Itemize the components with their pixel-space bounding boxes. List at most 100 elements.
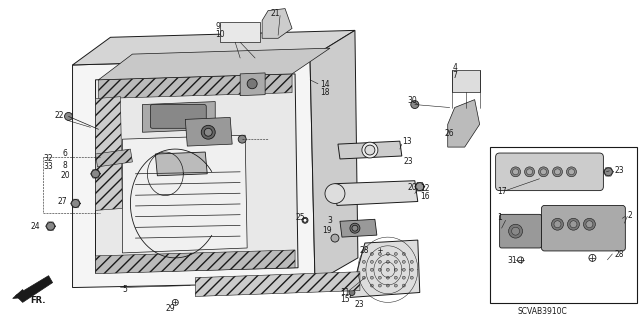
Circle shape	[410, 276, 413, 279]
Polygon shape	[99, 48, 330, 80]
Circle shape	[538, 167, 548, 177]
Circle shape	[403, 284, 405, 287]
Polygon shape	[240, 73, 265, 96]
Polygon shape	[72, 58, 315, 287]
Circle shape	[65, 113, 72, 120]
Polygon shape	[335, 181, 418, 205]
Text: 2: 2	[627, 211, 632, 220]
Polygon shape	[142, 101, 215, 132]
Circle shape	[371, 252, 373, 256]
Polygon shape	[310, 30, 358, 283]
Circle shape	[331, 234, 339, 242]
Polygon shape	[448, 100, 479, 147]
Circle shape	[378, 252, 381, 256]
Circle shape	[387, 276, 389, 279]
Text: FR.: FR.	[31, 296, 46, 306]
Circle shape	[371, 284, 373, 287]
Circle shape	[362, 268, 365, 271]
Circle shape	[362, 260, 365, 263]
Text: 19: 19	[322, 226, 332, 235]
Text: SCVAB3910C: SCVAB3910C	[518, 307, 567, 316]
Text: 28: 28	[614, 250, 624, 259]
Circle shape	[586, 221, 593, 228]
Polygon shape	[95, 74, 298, 273]
Circle shape	[303, 218, 307, 222]
Circle shape	[92, 170, 99, 178]
Circle shape	[201, 125, 215, 139]
Circle shape	[525, 167, 534, 177]
Circle shape	[378, 268, 381, 271]
Circle shape	[589, 255, 596, 261]
Text: 31: 31	[508, 256, 517, 265]
Bar	[220, 22, 260, 42]
Text: 23: 23	[614, 166, 624, 175]
Circle shape	[403, 252, 405, 256]
Text: 12: 12	[420, 184, 429, 193]
Polygon shape	[72, 30, 355, 65]
Circle shape	[371, 276, 373, 279]
Circle shape	[403, 260, 405, 263]
Circle shape	[394, 252, 397, 256]
Text: 23: 23	[404, 157, 413, 166]
Text: 9: 9	[215, 22, 220, 32]
Polygon shape	[95, 97, 122, 211]
Text: 1: 1	[498, 213, 502, 222]
Text: 17: 17	[498, 187, 508, 196]
Circle shape	[410, 260, 413, 263]
Circle shape	[387, 284, 389, 287]
Polygon shape	[13, 290, 27, 299]
Circle shape	[394, 260, 397, 263]
Text: 7: 7	[452, 71, 458, 80]
Text: 29: 29	[165, 304, 175, 313]
Circle shape	[394, 268, 397, 271]
Text: 8: 8	[63, 161, 67, 170]
Polygon shape	[122, 135, 247, 253]
Polygon shape	[350, 240, 420, 297]
Circle shape	[47, 222, 54, 230]
Text: 3: 3	[327, 216, 332, 225]
Circle shape	[604, 168, 612, 176]
Circle shape	[377, 247, 383, 253]
Text: 30: 30	[408, 96, 417, 105]
Circle shape	[552, 218, 563, 230]
Circle shape	[410, 268, 413, 271]
Circle shape	[403, 276, 405, 279]
Bar	[452, 70, 479, 92]
Circle shape	[352, 225, 358, 231]
Circle shape	[349, 290, 355, 295]
Text: 15: 15	[340, 295, 349, 304]
Text: 10: 10	[215, 30, 225, 39]
Polygon shape	[195, 272, 360, 296]
Circle shape	[387, 268, 389, 271]
Circle shape	[554, 169, 561, 175]
FancyBboxPatch shape	[500, 214, 541, 248]
FancyBboxPatch shape	[150, 105, 206, 128]
Circle shape	[568, 218, 579, 230]
Circle shape	[378, 260, 381, 263]
Circle shape	[72, 199, 79, 207]
Bar	[490, 147, 637, 303]
Text: 33: 33	[44, 162, 53, 171]
Circle shape	[238, 135, 246, 143]
Circle shape	[403, 268, 405, 271]
Text: 27: 27	[58, 197, 67, 205]
Polygon shape	[340, 219, 377, 237]
Circle shape	[518, 257, 524, 263]
Text: 28: 28	[360, 246, 369, 255]
Polygon shape	[95, 250, 295, 274]
Text: 16: 16	[420, 192, 429, 201]
Polygon shape	[186, 117, 232, 146]
Text: 20: 20	[61, 171, 70, 180]
Text: 24: 24	[31, 222, 40, 231]
Circle shape	[552, 167, 563, 177]
Text: 21: 21	[270, 9, 280, 18]
Circle shape	[350, 223, 360, 233]
Polygon shape	[15, 276, 52, 302]
Circle shape	[378, 284, 381, 287]
Polygon shape	[262, 9, 292, 38]
Circle shape	[387, 260, 389, 263]
Circle shape	[513, 169, 518, 175]
Circle shape	[570, 221, 577, 228]
Circle shape	[371, 268, 373, 271]
Circle shape	[204, 128, 212, 136]
